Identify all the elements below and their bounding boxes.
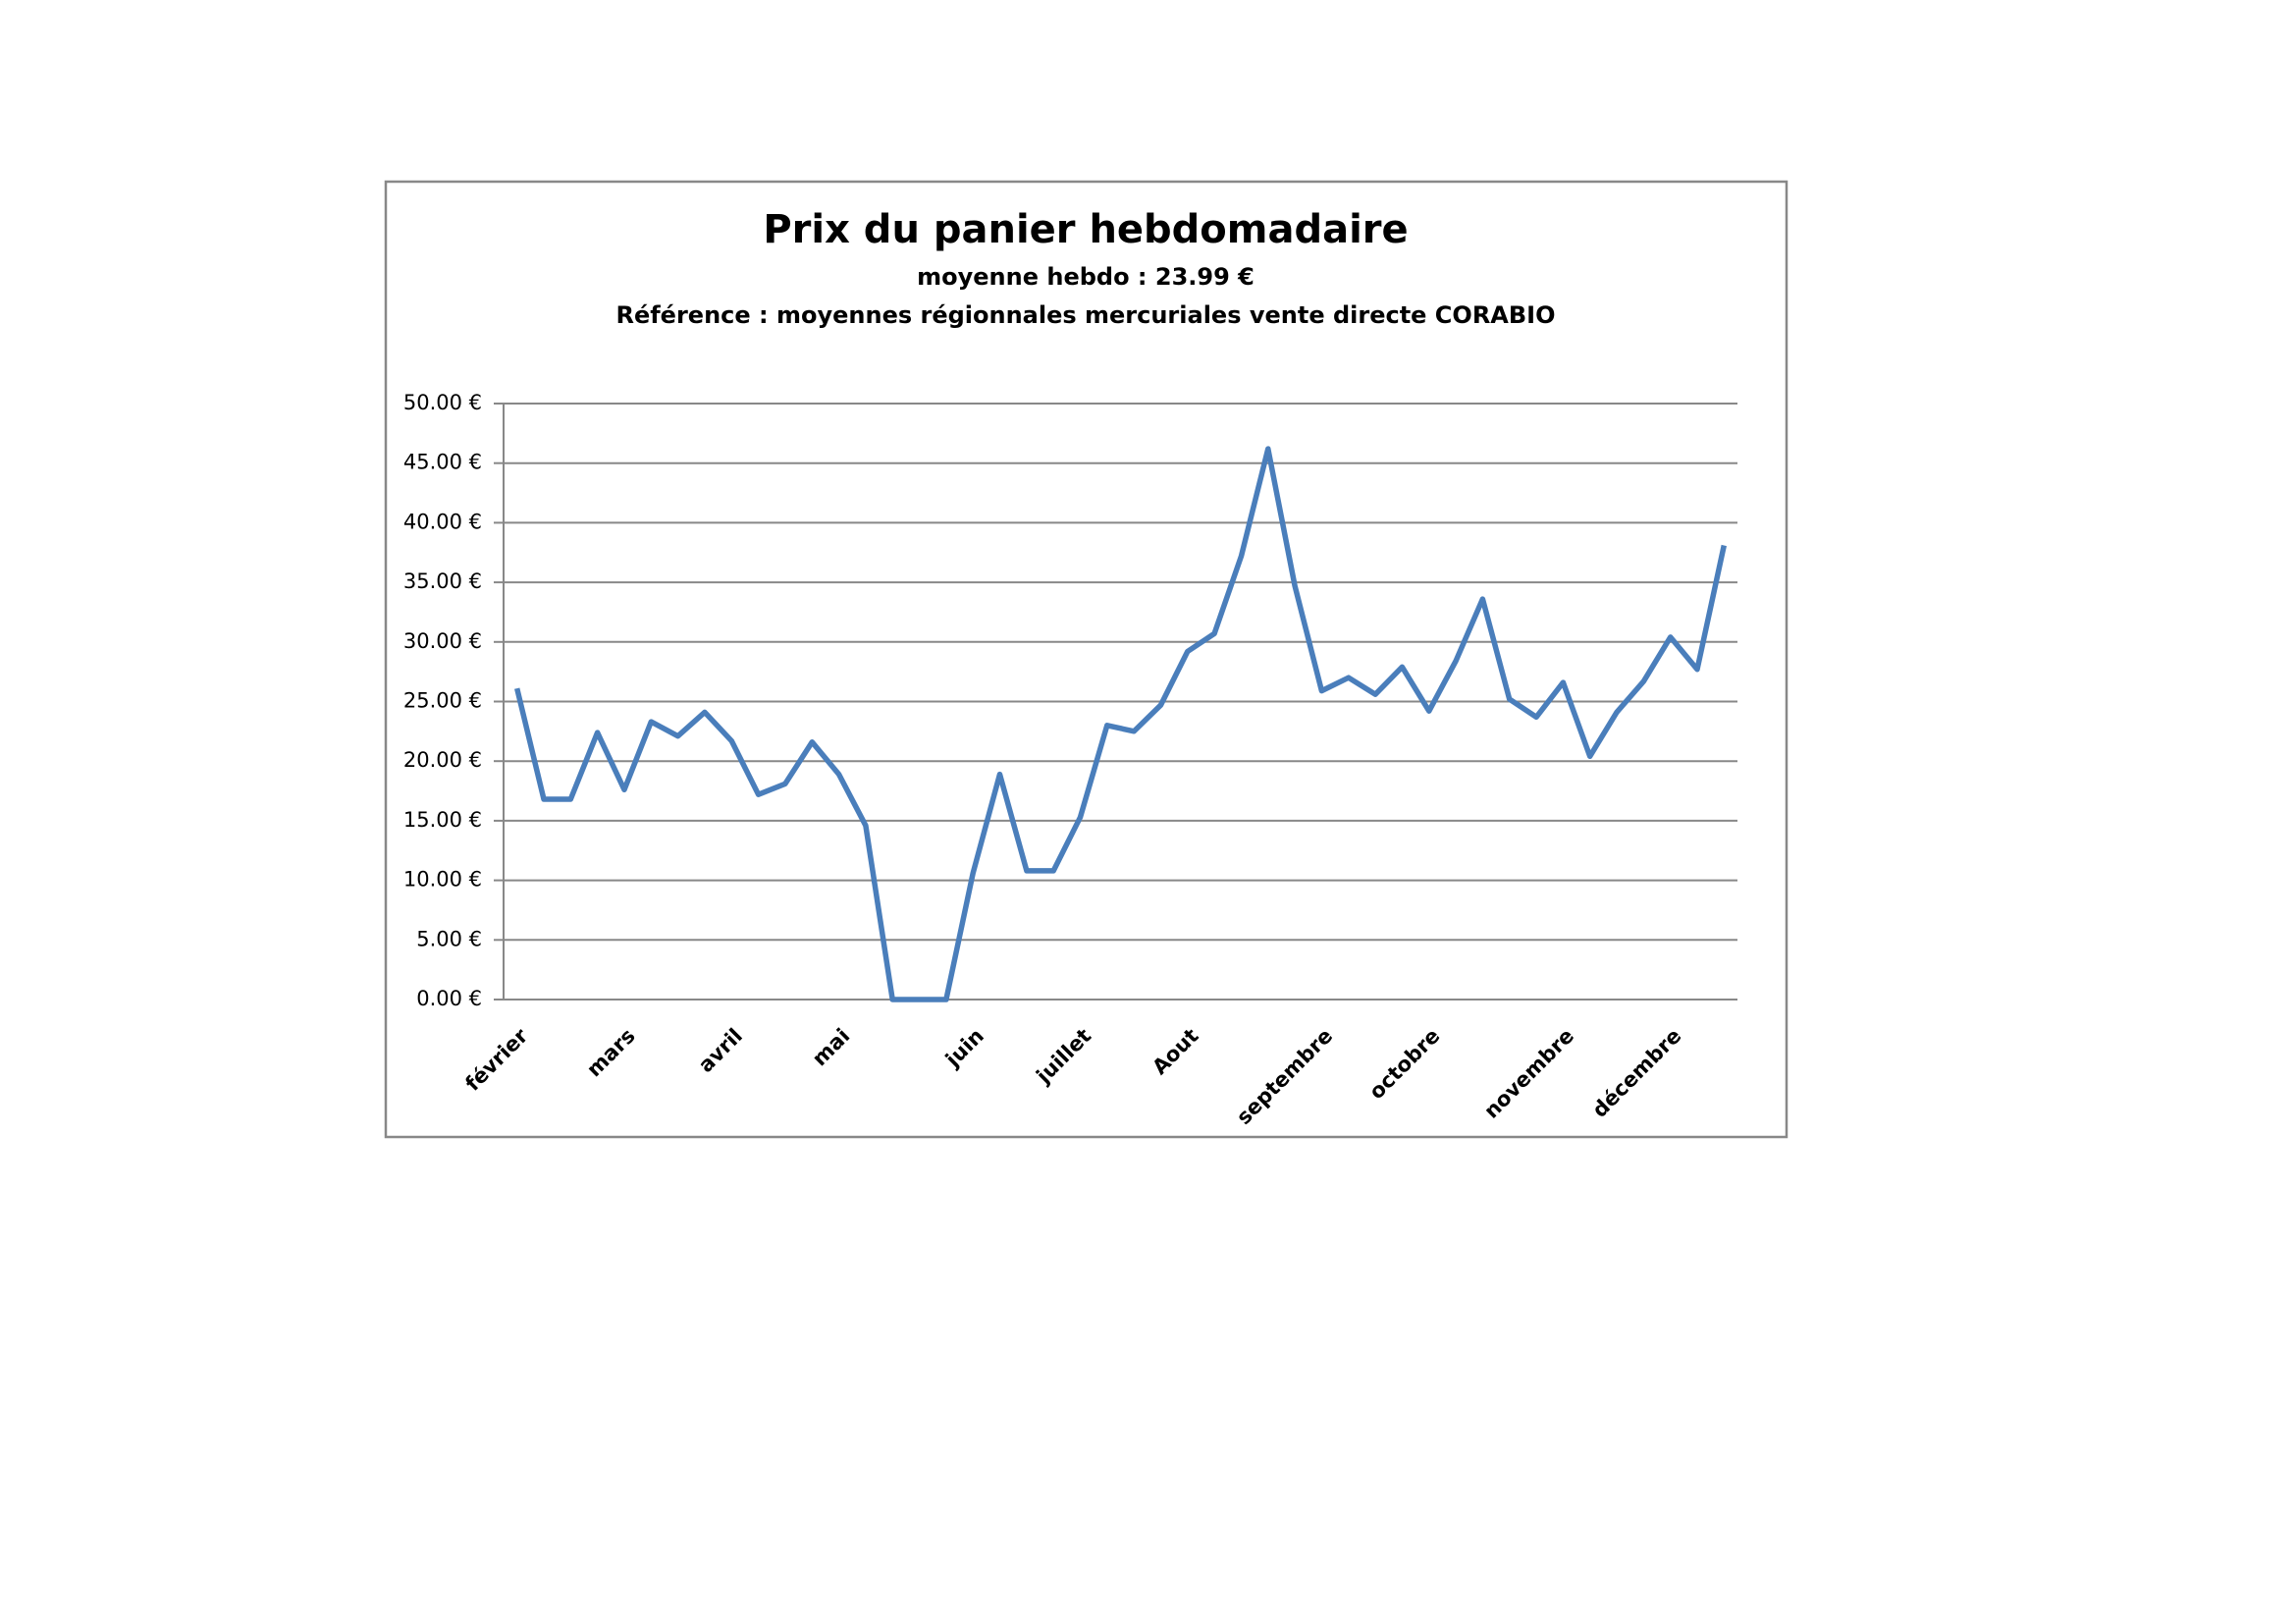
y-tick-label: 25.00 €	[403, 689, 482, 713]
y-tick-label: 5.00 €	[416, 927, 482, 950]
y-tick-label: 15.00 €	[403, 808, 482, 832]
data-line	[514, 446, 1727, 1002]
chart-title: Prix du panier hebdomadaire	[763, 207, 1408, 252]
y-tick-label: 40.00 €	[403, 510, 482, 533]
y-tick-label: 10.00 €	[403, 868, 482, 892]
chart-subtitle: moyenne hebdo : 23.99 €	[917, 263, 1255, 291]
y-tick-label: 0.00 €	[416, 987, 482, 1010]
y-tick-label: 50.00 €	[403, 391, 482, 414]
y-tick-label: 45.00 €	[403, 451, 482, 474]
chart-subtitle: Référence : moyennes régionnales mercuri…	[615, 301, 1555, 329]
y-tick-label: 35.00 €	[403, 569, 482, 593]
y-tick-label: 20.00 €	[403, 748, 482, 772]
chart-frame	[384, 180, 1789, 1139]
y-tick-label: 30.00 €	[403, 629, 482, 653]
